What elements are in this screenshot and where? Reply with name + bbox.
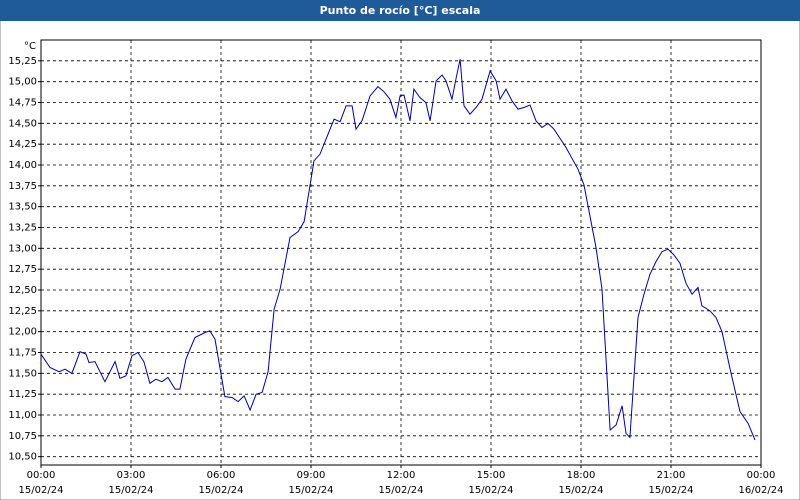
y-tick-label: 15,25 [8,56,37,67]
x-tick-date: 15/02/24 [289,485,334,496]
y-tick-label: 14,75 [8,98,37,109]
y-tick-label: 12,00 [8,327,37,338]
y-tick-label: 11,75 [8,348,37,359]
y-tick-label: 10,75 [8,431,37,442]
x-tick-label: 00:00 [27,470,56,481]
y-tick-label: 12,25 [8,306,37,317]
x-tick-date: 15/02/24 [469,485,514,496]
title-bar [0,0,800,21]
y-tick-label: 10,50 [8,452,37,463]
x-tick-label: 18:00 [567,470,596,481]
y-tick-label: 11,50 [8,368,37,379]
x-tick-label: 00:00 [747,470,776,481]
y-tick-label: 12,75 [8,264,37,275]
x-tick-label: 09:00 [297,470,326,481]
x-tick-date: 15/02/24 [379,485,424,496]
x-tick-date: 15/02/24 [19,485,64,496]
y-unit: °C [24,41,36,52]
y-tick-label: 13,25 [8,223,37,234]
y-tick-label: 15,00 [8,77,37,88]
y-tick-label: 14,00 [8,160,37,171]
y-tick-label: 14,25 [8,139,37,150]
y-tick-label: 13,00 [8,243,37,254]
x-tick-label: 15:00 [477,470,506,481]
y-tick-label: 11,00 [8,410,37,421]
chart-title: Punto de rocío [°C] escala [320,4,481,17]
y-tick-label: 12,50 [8,285,37,296]
x-tick-label: 12:00 [387,470,416,481]
x-tick-date: 15/02/24 [649,485,694,496]
x-tick-date: 16/02/24 [739,485,784,496]
y-tick-label: 14,50 [8,118,37,129]
x-tick-date: 15/02/24 [199,485,244,496]
x-tick-date: 15/02/24 [109,485,154,496]
x-tick-date: 15/02/24 [559,485,604,496]
x-tick-label: 06:00 [207,470,236,481]
y-tick-label: 11,25 [8,389,37,400]
x-tick-label: 21:00 [657,470,686,481]
x-tick-label: 03:00 [117,470,146,481]
y-tick-label: 13,50 [8,202,37,213]
y-tick-label: 13,75 [8,181,37,192]
data-line [40,59,756,441]
